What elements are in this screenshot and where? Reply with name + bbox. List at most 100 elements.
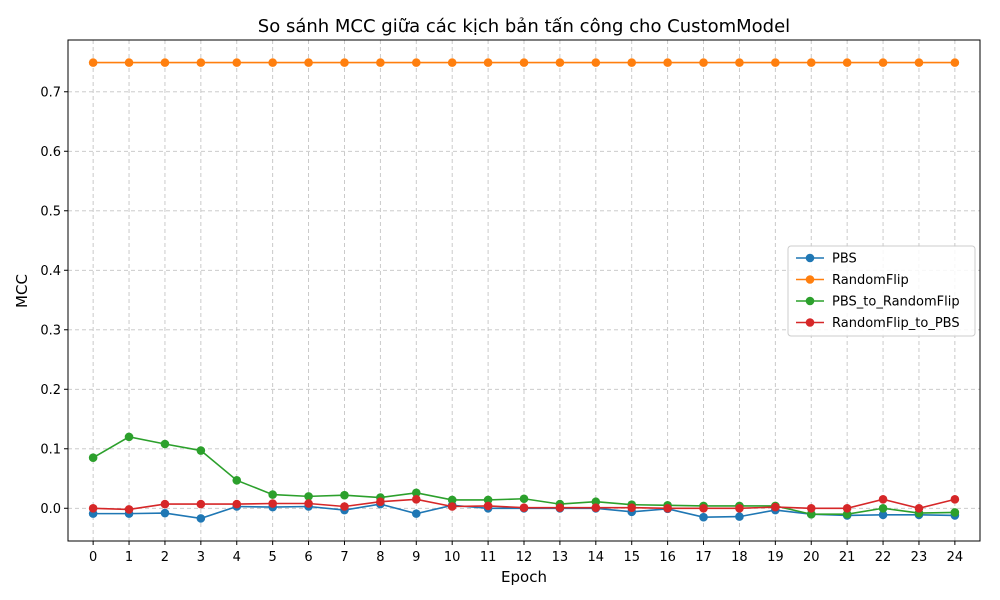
x-axis: 0 1 2 3 4 5 6 7 8 9 10 11 12 13 14 15 16 17 18 19 20 21 22 23 24 [89,541,963,565]
x-tick-label: 17 [695,550,712,565]
data-point [914,503,924,513]
data-point [304,58,313,67]
data-point [950,58,960,67]
series-pbs-to-randomflip [88,432,960,519]
legend-item: RandomFlip [796,273,909,288]
x-tick-label: 11 [480,550,497,565]
x-tick-label: 19 [767,550,784,565]
data-point [519,58,529,67]
data-point [950,495,960,504]
data-point [842,58,852,67]
data-point [376,497,385,507]
x-tick-label: 3 [197,550,205,565]
data-point [232,476,242,485]
x-tick-label: 10 [444,550,461,565]
data-point [232,58,242,67]
y-tick-label: 0.7 [40,85,61,100]
x-tick-label: 20 [803,550,820,565]
data-point [88,453,98,462]
x-axis-title: Epoch [501,568,547,586]
legend: PBS RandomFlip PBS_to_RandomFlip RandomFlip… [787,245,976,337]
legend-swatch-marker [805,296,815,306]
legend-swatch-marker [805,253,815,263]
data-point [663,503,672,513]
data-point [483,495,493,505]
data-point [878,58,888,67]
x-tick-label: 2 [161,550,169,565]
legend-label: RandomFlip_to_PBS [832,316,960,331]
data-point [124,505,134,514]
data-point [88,58,98,67]
x-tick-label: 9 [412,550,420,565]
x-tick-label: 14 [588,550,605,565]
data-point [447,495,457,505]
data-point [340,490,349,500]
data-point [88,503,98,513]
series-randomflip [88,58,960,67]
data-point [304,492,313,501]
x-tick-label: 8 [376,550,384,565]
data-point [735,512,744,521]
data-point [842,503,852,513]
chart-title: So sánh MCC giữa các kịch bản tấn công c… [258,16,790,37]
legend-label: PBS [832,252,857,267]
data-point [160,439,170,449]
data-point [160,58,170,67]
x-tick-label: 6 [304,550,312,565]
data-point [806,58,816,67]
data-point [411,509,421,518]
data-point [447,58,457,67]
legend-item: RandomFlip_to_PBS [796,316,960,331]
series-randomflip-to-pbs [88,495,960,514]
x-tick-label: 18 [731,550,748,565]
data-point [160,499,170,509]
x-tick-label: 0 [89,550,97,565]
data-point [160,508,170,518]
data-point [842,509,852,519]
data-point [196,499,206,509]
data-point [519,494,529,504]
data-point [591,503,601,512]
data-point [771,58,780,67]
y-tick-label: 0.1 [40,442,61,457]
data-point [555,58,565,67]
x-tick-label: 1 [125,550,133,565]
x-tick-label: 23 [911,550,928,565]
data-point [232,499,242,509]
plot-frame [67,39,981,542]
data-point [950,508,960,517]
data-point [699,58,708,67]
y-tick-label: 0.6 [40,145,61,160]
data-point [268,58,277,67]
data-point [699,512,708,522]
legend-item: PBS [796,252,857,267]
data-point [124,58,134,67]
data-point [878,503,888,513]
series-layer [88,58,960,523]
x-tick-label: 16 [659,550,676,565]
legend-swatch-marker [805,318,815,327]
data-point [411,495,421,504]
data-point [376,58,385,67]
data-point [411,58,421,67]
data-point [771,502,780,512]
x-tick-label: 7 [340,550,348,565]
data-point [268,499,277,508]
y-tick-label: 0.4 [40,264,61,279]
legend-swatch-marker [805,275,815,284]
y-axis: 0.0 0.1 0.2 0.3 0.4 0.5 0.6 0.7 [40,85,68,517]
x-tick-label: 5 [269,550,277,565]
data-point [483,501,493,511]
data-point [735,503,744,513]
data-point [806,509,816,519]
data-point [806,503,816,513]
y-tick-label: 0.0 [40,502,61,517]
y-tick-label: 0.3 [40,323,61,338]
y-axis-title: MCC [13,274,31,308]
data-point [519,503,529,512]
data-point [591,58,601,67]
data-point [663,58,672,67]
data-point [914,58,924,67]
x-tick-label: 21 [839,550,856,565]
